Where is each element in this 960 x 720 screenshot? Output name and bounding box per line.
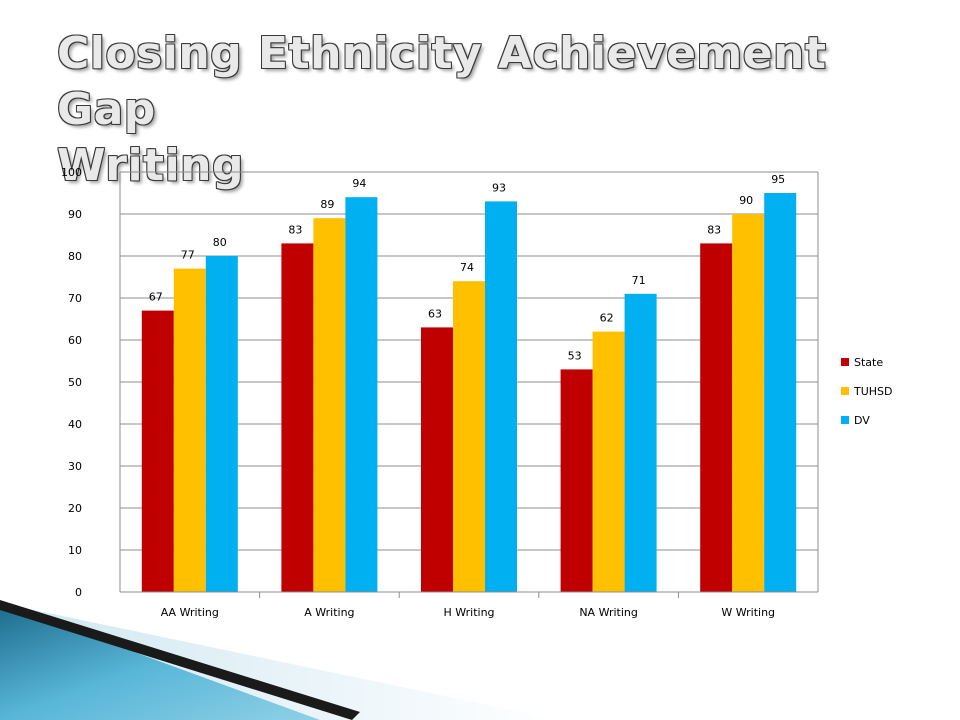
x-tick-label: W Writing [721,606,775,619]
data-label-tuhsd-2: 74 [460,261,474,274]
data-label-dv-4: 95 [771,173,785,186]
data-label-tuhsd-3: 62 [600,312,614,325]
slide-title-line2: Writing [57,140,244,191]
bar-state-3 [560,369,593,592]
bar-state-4 [700,243,733,592]
y-tick-label-40: 40 [68,418,82,431]
bar-dv-4 [764,193,797,592]
data-label-dv-2: 93 [492,181,506,194]
legend-swatch-state [841,358,849,366]
data-label-dv-0: 80 [213,236,227,249]
y-tick-label-60: 60 [68,334,82,347]
legend-swatch-dv [841,416,849,424]
x-tick-label: AA Writing [161,606,219,619]
bars [141,193,797,592]
y-tick-label-80: 80 [68,250,82,263]
bar-tuhsd-2 [453,281,485,592]
data-label-tuhsd-0: 77 [181,249,195,262]
data-labels: 67 77 80 83 89 94 63 74 93 53 62 71 83 90 95 [149,173,785,362]
bar-state-2 [421,327,453,592]
legend-label-state: State [854,356,883,369]
slide-title-line1: Closing Ethnicity Achievement Gap [57,28,827,135]
x-tick-label: NA Writing [579,606,638,619]
x-tick-label: H Writing [443,606,494,619]
data-label-state-0: 67 [149,291,163,304]
bar-tuhsd-1 [313,218,346,592]
data-label-dv-3: 71 [632,274,646,287]
data-label-state-4: 83 [707,223,721,236]
bar-tuhsd-4 [732,214,765,592]
axes: 0 10 20 30 40 50 60 70 80 90 100 AA Writing A Writin… [61,166,819,619]
data-label-tuhsd-1: 89 [320,198,334,211]
data-label-state-2: 63 [428,307,442,320]
bar-state-0 [141,310,174,592]
legend-swatch-tuhsd [841,387,849,395]
decoration-dark-stripe [0,600,360,720]
data-label-state-3: 53 [568,349,582,362]
legend-label-dv: DV [854,414,870,427]
y-tick-label-0: 0 [75,586,82,599]
bar-tuhsd-3 [592,331,625,592]
slide-title: Closing Ethnicity Achievement Gap Writin… [57,26,937,194]
x-tick-label: A Writing [304,606,354,619]
bar-dv-3 [624,293,657,592]
data-label-tuhsd-4: 90 [739,194,753,207]
bar-dv-0 [205,256,238,592]
legend-label-tuhsd: TUHSD [853,385,893,398]
bar-dv-2 [485,201,517,592]
y-tick-label-20: 20 [68,502,82,515]
bar-state-1 [281,243,314,592]
bar-dv-1 [345,197,378,592]
data-label-dv-1: 94 [352,177,366,190]
y-tick-label-30: 30 [68,460,82,473]
y-tick-label-90: 90 [68,208,82,221]
y-tick-label-70: 70 [68,292,82,305]
y-tick-label-100: 100 [61,166,82,179]
y-tick-label-10: 10 [68,544,82,557]
legend: State TUHSD DV [841,356,893,427]
data-label-state-1: 83 [288,223,302,236]
y-tick-label-50: 50 [68,376,82,389]
bar-tuhsd-0 [173,268,206,592]
